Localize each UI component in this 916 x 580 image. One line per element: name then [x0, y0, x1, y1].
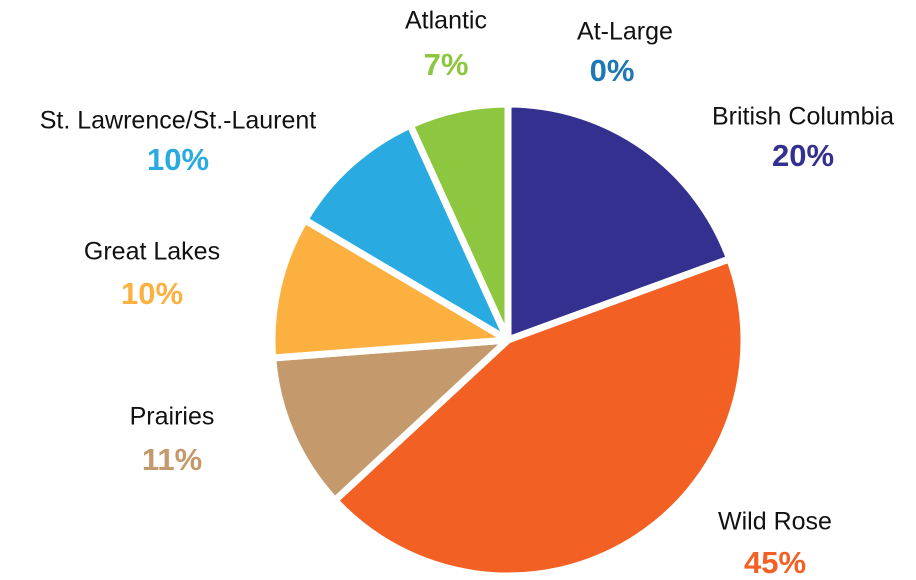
value-label: 10% [147, 142, 209, 177]
pie-slice [331, 255, 748, 580]
slice-label: At-Large [577, 18, 673, 46]
slice-label: Great Lakes [84, 238, 220, 266]
slice-label: Prairies [130, 403, 215, 431]
pie-slice [301, 121, 512, 344]
slice-label: Wild Rose [718, 508, 832, 536]
pie-slice [406, 100, 512, 344]
slice-label: British Columbia [712, 103, 894, 131]
value-label: 11% [142, 442, 202, 477]
value-label: 7% [424, 47, 469, 82]
value-label: 45% [744, 545, 806, 580]
slice-label: St. Lawrence/St.-Laurent [40, 107, 317, 135]
pie-slice [504, 100, 734, 344]
value-label: 10% [121, 276, 183, 311]
slice-label: Atlantic [405, 7, 487, 35]
value-label: 20% [772, 138, 834, 173]
pie-slice [269, 336, 512, 504]
value-label: 0% [590, 53, 635, 88]
pie-slice [268, 216, 512, 362]
